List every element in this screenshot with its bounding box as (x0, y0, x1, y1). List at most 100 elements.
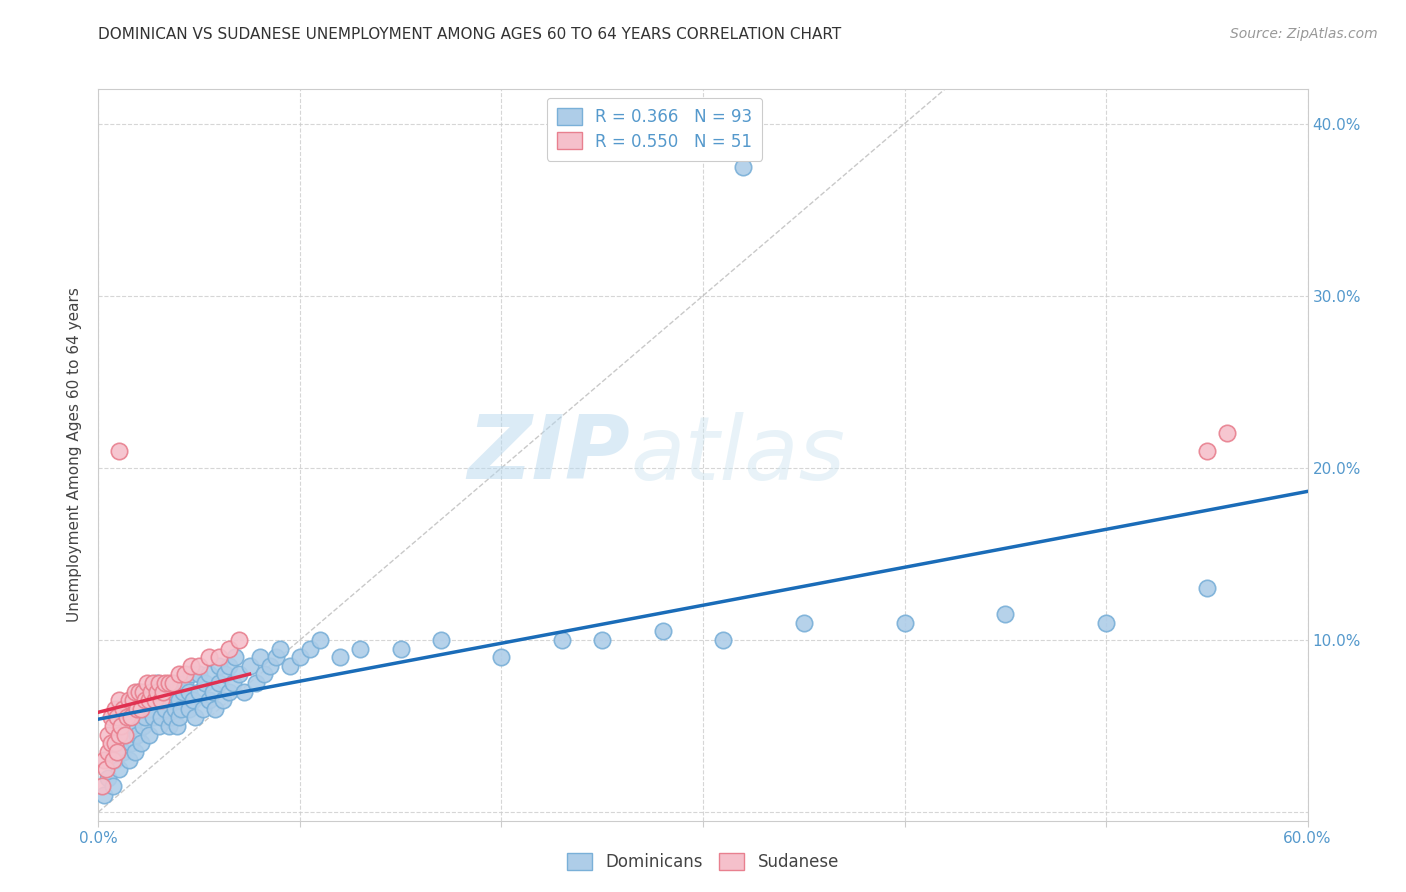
Point (232, 684, 254, 698)
Point (114, 728, 136, 742)
Point (202, 684, 225, 698)
Point (134, 693, 156, 707)
Point (228, 632, 250, 647)
Point (162, 684, 184, 698)
Point (146, 684, 169, 698)
Point (163, 702, 186, 716)
Point (138, 693, 160, 707)
Point (152, 684, 174, 698)
Point (299, 641, 322, 656)
Point (193, 702, 215, 716)
Point (162, 676, 184, 690)
Point (893, 615, 915, 630)
Point (138, 728, 160, 742)
Point (128, 684, 150, 698)
Point (204, 702, 226, 716)
Point (149, 693, 172, 707)
Point (228, 667, 250, 681)
Point (143, 693, 166, 707)
Point (288, 650, 311, 665)
Point (132, 719, 155, 733)
Point (188, 667, 211, 681)
Point (118, 710, 141, 724)
Point (166, 719, 188, 733)
Point (142, 676, 165, 690)
Point (179, 702, 201, 716)
Point (134, 710, 156, 724)
Point (124, 702, 146, 716)
Point (170, 702, 193, 716)
Y-axis label: Unemployment Among Ages 60 to 64 years: Unemployment Among Ages 60 to 64 years (67, 287, 83, 623)
Point (214, 667, 236, 681)
Point (107, 702, 129, 716)
Point (111, 745, 134, 759)
Point (93, 753, 115, 767)
Point (129, 736, 152, 750)
Point (174, 676, 197, 690)
Point (218, 641, 240, 656)
Point (591, 632, 613, 647)
Point (491, 650, 513, 665)
Point (125, 728, 148, 742)
Point (208, 658, 231, 673)
Point (309, 632, 332, 647)
Point (172, 684, 194, 698)
Point (793, 615, 815, 630)
Point (1195, 443, 1218, 458)
Point (121, 693, 143, 707)
Point (97, 771, 120, 785)
Text: atlas: atlas (630, 412, 845, 498)
Point (264, 650, 287, 665)
Point (218, 684, 240, 698)
Point (97, 745, 120, 759)
Point (105, 745, 128, 759)
Point (114, 728, 136, 742)
Point (239, 658, 262, 673)
Point (152, 684, 174, 698)
Point (148, 719, 170, 733)
Point (194, 676, 217, 690)
Point (278, 658, 301, 673)
Point (148, 676, 170, 690)
Point (120, 710, 142, 724)
Point (174, 667, 197, 681)
Point (180, 658, 202, 673)
Point (107, 762, 129, 776)
Point (167, 693, 190, 707)
Point (188, 658, 211, 673)
Point (93, 788, 115, 802)
Point (118, 693, 141, 707)
Point (146, 676, 169, 690)
Point (91, 779, 114, 793)
Point (253, 667, 276, 681)
Point (167, 667, 190, 681)
Point (149, 710, 172, 724)
Point (245, 676, 267, 690)
Point (128, 684, 150, 698)
Point (198, 693, 221, 707)
Point (1095, 615, 1118, 630)
Point (157, 676, 180, 690)
Point (103, 736, 125, 750)
Point (651, 624, 673, 639)
Point (118, 753, 141, 767)
Point (121, 719, 143, 733)
Point (125, 702, 148, 716)
Point (111, 702, 134, 716)
Point (107, 693, 129, 707)
Point (142, 710, 165, 724)
Point (184, 710, 207, 724)
Point (329, 650, 352, 665)
Point (208, 650, 231, 665)
Point (135, 676, 157, 690)
Point (153, 702, 176, 716)
Point (101, 779, 124, 793)
Point (179, 684, 201, 698)
Point (100, 736, 122, 750)
Point (733, 160, 755, 174)
Point (148, 693, 170, 707)
Point (218, 658, 240, 673)
Point (157, 693, 180, 707)
Point (103, 753, 125, 767)
Point (430, 632, 453, 647)
